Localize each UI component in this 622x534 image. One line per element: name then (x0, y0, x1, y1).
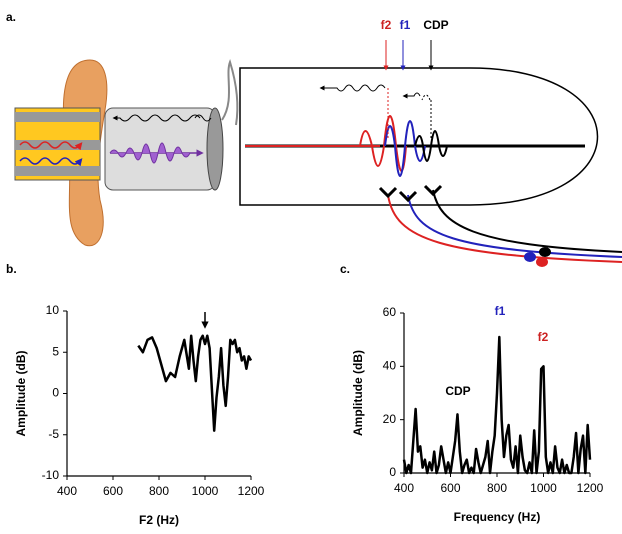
x-tick-label: 1200 (577, 481, 604, 495)
y-tick-label: -5 (48, 427, 59, 441)
data-line (137, 334, 253, 432)
y-axis-label: Amplitude (dB) (351, 350, 365, 436)
y-tick-label: 0 (52, 386, 59, 400)
y-tick-label: 0 (389, 465, 396, 479)
x-axis-label: F2 (Hz) (139, 513, 179, 527)
x-tick-label: 600 (440, 481, 460, 495)
x-tick-label: 1000 (530, 481, 557, 495)
x-axis-label: Frequency (Hz) (454, 510, 541, 524)
y-tick-label: 60 (383, 305, 397, 319)
y-tick-label: 5 (52, 344, 59, 358)
y-tick-label: -10 (42, 468, 60, 482)
panel-label: c. (340, 262, 350, 276)
panel-label: b. (6, 262, 17, 276)
x-tick-label: 1200 (238, 484, 265, 498)
y-axis-label: Amplitude (dB) (14, 351, 28, 437)
x-tick-label: 600 (103, 484, 123, 498)
x-tick-label: 1000 (192, 484, 219, 498)
cochlea (239, 67, 622, 267)
ear-probe (14, 58, 239, 247)
y-tick-label: 20 (383, 412, 397, 426)
tone-label: f2 (381, 18, 392, 32)
tone-label: f1 (400, 18, 411, 32)
tone-label: CDP (423, 18, 448, 32)
x-tick-label: 800 (149, 484, 169, 498)
annotation: f2 (538, 330, 549, 344)
x-tick-label: 400 (394, 481, 414, 495)
y-tick-label: 40 (383, 359, 397, 373)
x-tick-label: 800 (487, 481, 507, 495)
y-tick-label: 10 (46, 303, 60, 317)
annotation: f1 (495, 304, 506, 318)
x-tick-label: 400 (57, 484, 77, 498)
panel-label: a. (6, 10, 16, 24)
annotation: CDP (445, 384, 470, 398)
data-line (402, 335, 592, 475)
